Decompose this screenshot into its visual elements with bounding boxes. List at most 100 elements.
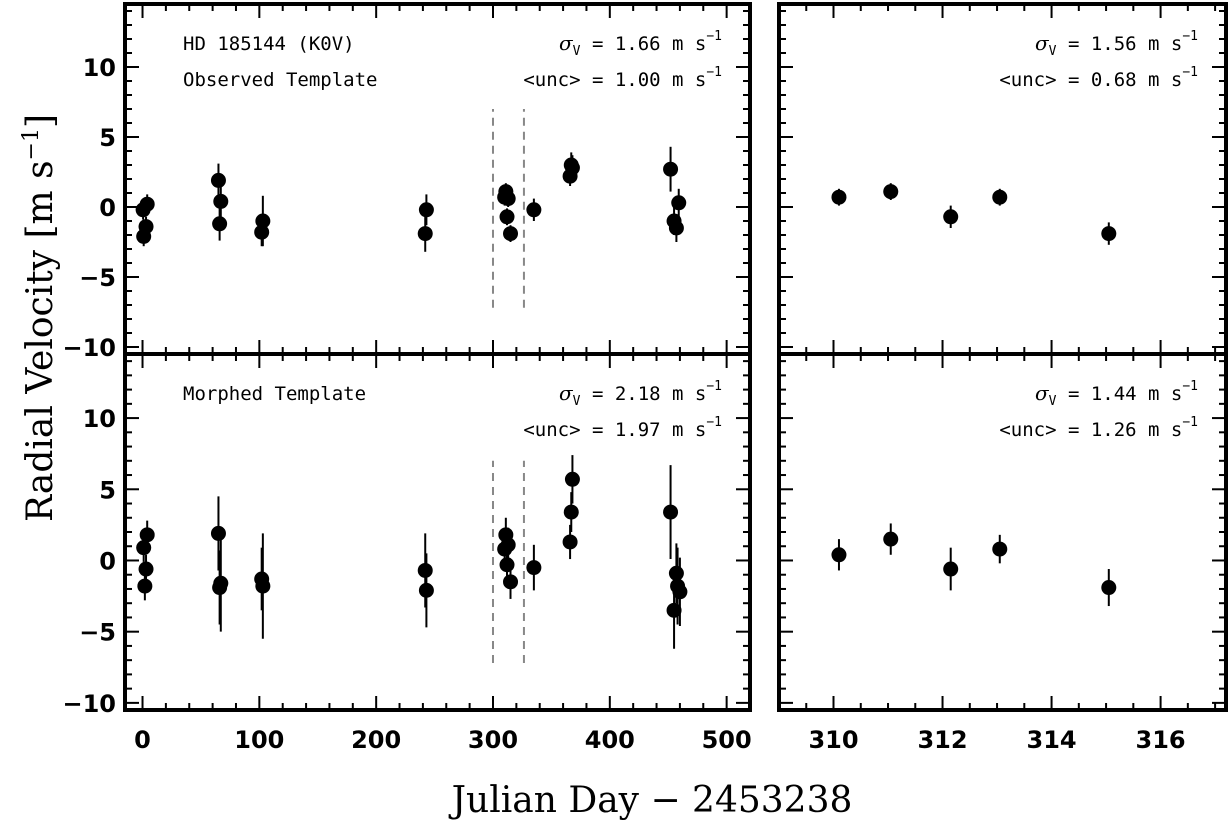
- unc-unit-exponent: −1: [1182, 65, 1198, 80]
- data-point: [210, 525, 226, 541]
- data-point: [418, 582, 434, 598]
- data-point: [668, 565, 684, 581]
- sigma-unit-exponent: −1: [706, 29, 722, 44]
- data-point: [255, 578, 271, 594]
- y-axis-title-exp: −1: [19, 128, 44, 160]
- data-point: [139, 196, 155, 212]
- sigma-subscript: V: [573, 394, 581, 409]
- unc-value: <unc> = 0.68 m s: [999, 69, 1182, 91]
- data-point: [831, 189, 847, 205]
- data-point: [137, 578, 153, 594]
- sigma-annotation: σV = 1.56 m s−1: [1035, 29, 1198, 59]
- data-point: [663, 161, 679, 177]
- x-tick-label: 100: [234, 726, 284, 754]
- data-point: [526, 202, 542, 218]
- data-point: [138, 219, 154, 235]
- unc-value: <unc> = 1.00 m s: [523, 69, 706, 91]
- data-point: [136, 540, 152, 556]
- x-axis-title: Julian Day − 2453238: [448, 780, 853, 821]
- sigma-unit-exponent: −1: [706, 379, 722, 394]
- y-tick-label: 0: [99, 547, 116, 575]
- unc-unit-exponent: −1: [706, 415, 722, 430]
- data-point: [671, 195, 687, 211]
- sigma-symbol: σ: [559, 381, 574, 405]
- unc-value: <unc> = 1.97 m s: [523, 419, 706, 441]
- unc-value: <unc> = 1.26 m s: [999, 419, 1182, 441]
- x-tick-label: 200: [351, 726, 401, 754]
- y-tick-label: −5: [79, 619, 116, 647]
- sigma-subscript: V: [1049, 44, 1057, 59]
- data-point: [564, 471, 580, 487]
- data-point: [500, 537, 516, 553]
- y-tick-label: 5: [99, 476, 116, 504]
- sigma-subscript: V: [573, 44, 581, 59]
- sigma-annotation: σV = 1.66 m s−1: [559, 29, 722, 59]
- unc-annotation: <unc> = 0.68 m s−1: [999, 65, 1198, 91]
- panel-label-line2: Observed Template: [183, 69, 377, 91]
- data-point: [563, 504, 579, 520]
- data-point: [1101, 580, 1117, 596]
- data-point: [503, 226, 519, 242]
- data-point: [992, 541, 1008, 557]
- data-point: [210, 172, 226, 188]
- data-point: [500, 191, 516, 207]
- sigma-symbol: σ: [559, 31, 574, 55]
- sigma-value: = 1.44 m s: [1057, 383, 1183, 405]
- data-point: [1101, 226, 1117, 242]
- data-point: [254, 224, 270, 240]
- data-point: [417, 226, 433, 242]
- sigma-value: = 2.18 m s: [581, 383, 707, 405]
- data-point: [499, 557, 515, 573]
- data-point: [503, 574, 519, 590]
- data-point: [943, 561, 959, 577]
- x-tick-label: 300: [468, 726, 518, 754]
- data-point: [562, 534, 578, 550]
- panel-top-left: −10 −5 0 5 10 HD 185144 (K0V) Observed Templat…: [62, 2, 752, 362]
- panel-label-line1: HD 185144 (K0V): [183, 33, 355, 55]
- data-point: [943, 209, 959, 225]
- x-tick-label: 316: [1136, 726, 1186, 754]
- y-tick-label: −10: [62, 690, 116, 718]
- data-point: [212, 216, 228, 232]
- sigma-subscript: V: [1049, 394, 1057, 409]
- data-point: [138, 561, 154, 577]
- x-tick-label: 312: [917, 726, 967, 754]
- y-tick-label: 0: [99, 194, 116, 222]
- data-point: [663, 504, 679, 520]
- x-tick-label: 0: [134, 726, 151, 754]
- y-tick-label: −5: [79, 264, 116, 292]
- unc-unit-exponent: −1: [1182, 415, 1198, 430]
- y-tick-label: 10: [83, 54, 116, 82]
- panel-frame: [777, 352, 1228, 712]
- data-point: [672, 584, 688, 600]
- data-point: [255, 213, 271, 229]
- x-tick-label: 400: [585, 726, 635, 754]
- y-axis-title-close: ]: [20, 114, 61, 128]
- sigma-symbol: σ: [1035, 381, 1050, 405]
- y-tick-label: −10: [62, 334, 116, 362]
- sigma-value: = 1.56 m s: [1057, 33, 1183, 55]
- data-point: [417, 562, 433, 578]
- unc-annotation: <unc> = 1.26 m s−1: [999, 415, 1198, 441]
- sigma-annotation: σV = 1.44 m s−1: [1035, 379, 1198, 409]
- x-tick-label: 500: [702, 726, 752, 754]
- data-point: [992, 189, 1008, 205]
- panel-frame: [777, 2, 1228, 356]
- panel-label-line1: Morphed Template: [183, 383, 366, 405]
- sigma-unit-exponent: −1: [1182, 379, 1198, 394]
- x-tick-label: 310: [808, 726, 858, 754]
- sigma-annotation: σV = 2.18 m s−1: [559, 379, 722, 409]
- data-point: [526, 560, 542, 576]
- data-point: [883, 184, 899, 200]
- data-point: [883, 531, 899, 547]
- data-point: [831, 547, 847, 563]
- unc-unit-exponent: −1: [706, 65, 722, 80]
- sigma-unit-exponent: −1: [1182, 29, 1198, 44]
- y-tick-label: 5: [99, 124, 116, 152]
- data-point: [213, 193, 229, 209]
- data-point: [213, 575, 229, 591]
